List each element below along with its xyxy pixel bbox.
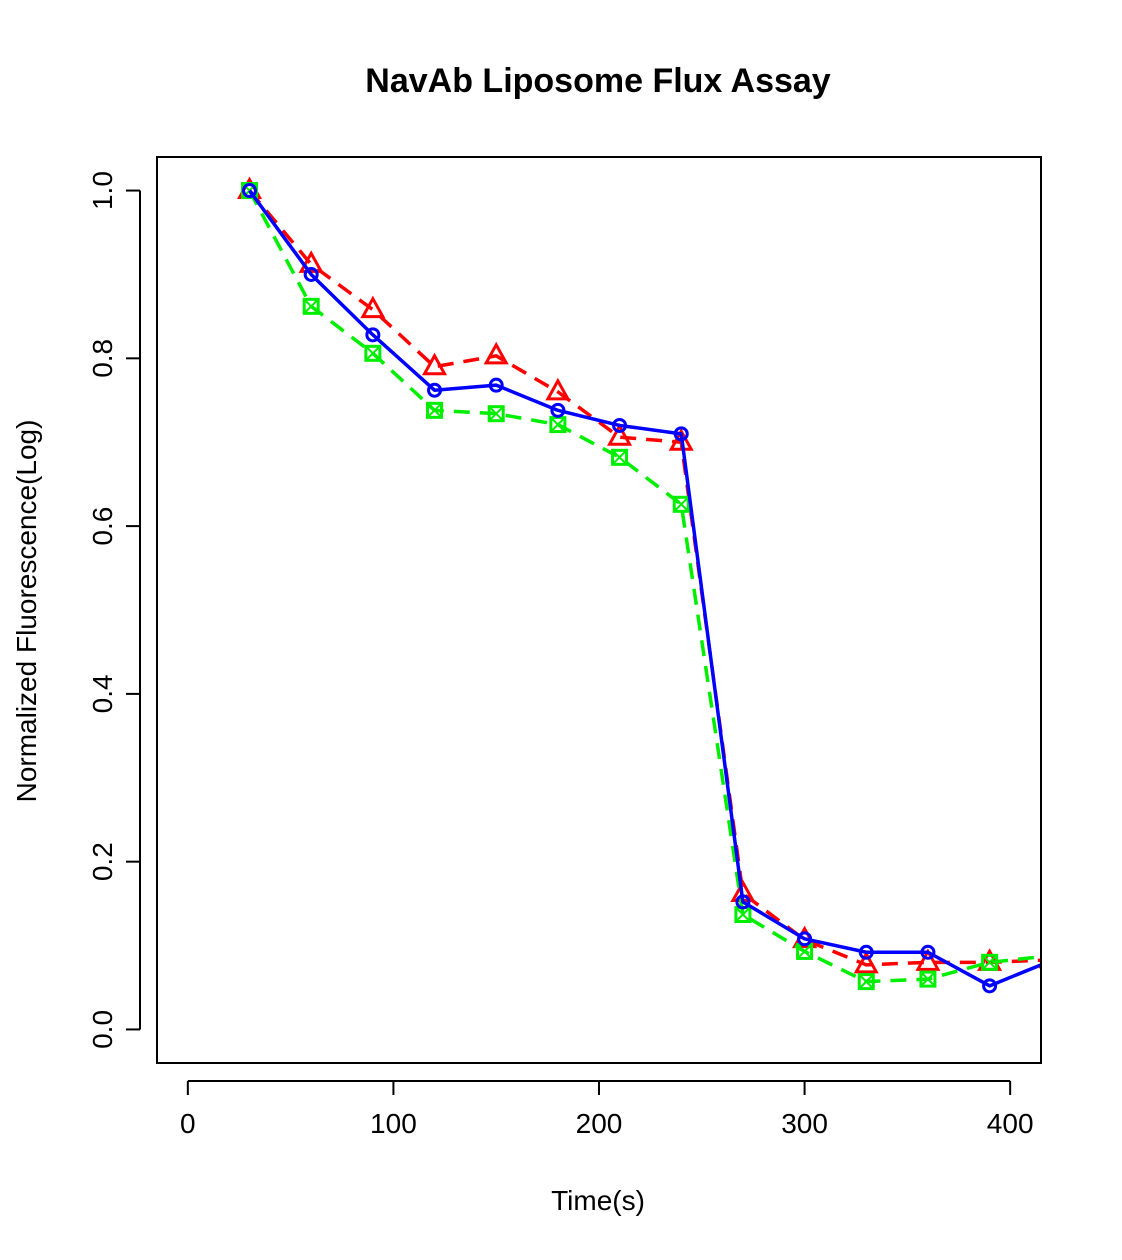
marker-square bbox=[487, 405, 505, 423]
series-2 bbox=[241, 182, 1058, 991]
marker-cross bbox=[488, 405, 504, 422]
data-point bbox=[982, 978, 998, 994]
y-tick-label: 1.0 bbox=[87, 171, 118, 210]
marker-cross bbox=[303, 298, 319, 315]
x-tick-label: 300 bbox=[781, 1108, 828, 1139]
data-point bbox=[1038, 964, 1041, 969]
data-point bbox=[483, 341, 509, 365]
series-3 bbox=[242, 183, 1057, 994]
axes: 0 100 200 300 400 0.0 0.2 0.4 0.6 0.8 1.0 bbox=[87, 171, 1034, 1139]
data-point bbox=[611, 448, 629, 466]
x-tick-label: 100 bbox=[370, 1108, 417, 1139]
data-point bbox=[488, 377, 504, 393]
x-axis-label: Time(s) bbox=[551, 1185, 645, 1216]
data-point bbox=[612, 417, 628, 433]
marker-cross bbox=[1044, 949, 1058, 963]
data-point bbox=[920, 944, 936, 960]
data-point bbox=[365, 327, 381, 343]
data-point bbox=[672, 495, 690, 513]
marker-cross bbox=[365, 345, 381, 362]
data-point bbox=[360, 295, 386, 319]
data-point bbox=[549, 416, 567, 434]
marker-cross bbox=[796, 943, 813, 960]
x-tick-label: 400 bbox=[987, 1108, 1034, 1139]
marker-cross bbox=[920, 971, 936, 987]
data-point bbox=[858, 944, 874, 960]
y-tick-label: 0.8 bbox=[87, 339, 118, 378]
data-point bbox=[303, 266, 319, 282]
data-point bbox=[487, 405, 505, 423]
data-point bbox=[427, 382, 443, 398]
marker-cross bbox=[673, 496, 689, 513]
series-line bbox=[247, 189, 1041, 984]
marker-cross bbox=[611, 449, 628, 466]
series-1 bbox=[236, 176, 1041, 974]
marker-cross bbox=[550, 416, 566, 433]
y-tick-label: 0.2 bbox=[87, 842, 118, 881]
data-point bbox=[1044, 949, 1058, 963]
data-point bbox=[242, 183, 258, 199]
y-tick-label: 0.0 bbox=[87, 1010, 118, 1049]
data-point bbox=[545, 377, 571, 401]
y-axis-label: Normalized Fluorescence(Log) bbox=[11, 420, 42, 803]
data-point bbox=[853, 950, 879, 974]
data-point bbox=[302, 297, 320, 315]
series-line bbox=[248, 189, 1041, 967]
marker-cross bbox=[426, 402, 443, 419]
data-point bbox=[857, 973, 875, 991]
data-point bbox=[673, 426, 689, 442]
marker-square bbox=[1044, 949, 1058, 963]
data-point bbox=[364, 344, 382, 362]
marker-square bbox=[611, 448, 629, 466]
data-point bbox=[1045, 955, 1057, 967]
data-point bbox=[797, 931, 813, 947]
x-tick-label: 0 bbox=[180, 1108, 196, 1139]
data-point bbox=[421, 352, 448, 376]
marker-square bbox=[672, 495, 690, 513]
data-point bbox=[298, 250, 324, 273]
marker-square bbox=[302, 297, 320, 315]
data-point bbox=[915, 948, 941, 971]
marker-square bbox=[857, 973, 875, 991]
marker-square bbox=[919, 970, 937, 988]
data-point bbox=[919, 970, 937, 988]
data-point bbox=[981, 953, 999, 971]
chart-title: NavAb Liposome Flux Assay bbox=[365, 62, 831, 100]
marker-cross bbox=[858, 973, 874, 990]
marker-square bbox=[364, 344, 382, 362]
series-line bbox=[248, 189, 1041, 988]
data-point bbox=[668, 428, 694, 451]
y-tick-label: 0.6 bbox=[87, 507, 118, 546]
data-point bbox=[550, 402, 566, 418]
series-layer bbox=[236, 176, 1058, 994]
data-point bbox=[735, 894, 751, 910]
marker-cross bbox=[981, 954, 998, 971]
data-point bbox=[607, 423, 633, 446]
x-tick-label: 200 bbox=[576, 1108, 623, 1139]
marker-cross bbox=[1044, 949, 1058, 963]
data-point bbox=[426, 401, 444, 419]
marker-square bbox=[981, 953, 999, 971]
marker-square bbox=[426, 401, 444, 419]
plot-frame bbox=[156, 156, 1042, 1064]
y-tick-label: 0.4 bbox=[87, 674, 118, 713]
marker-cross bbox=[735, 906, 751, 923]
